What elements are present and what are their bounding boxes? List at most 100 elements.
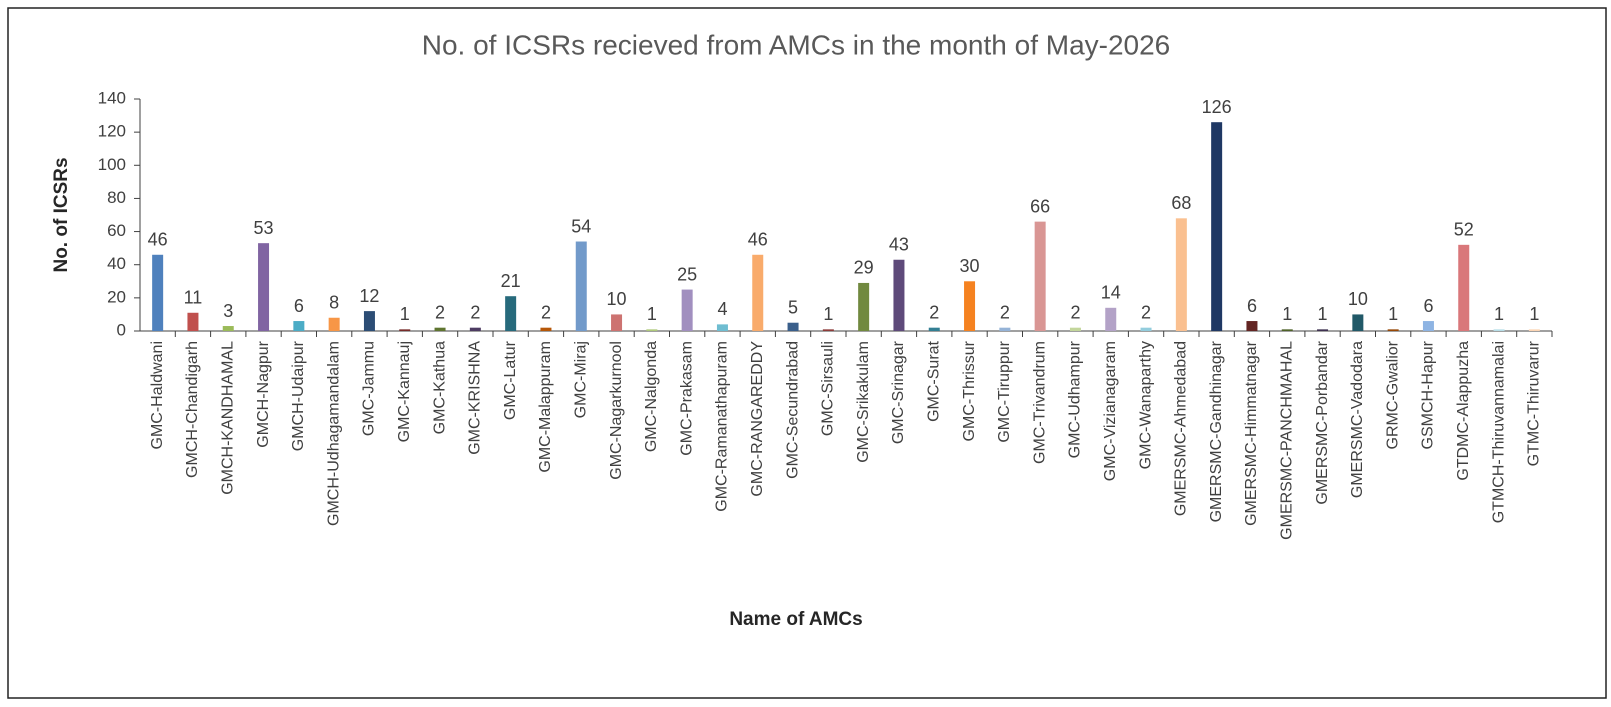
data-label: 1 (823, 304, 833, 324)
data-label: 6 (1247, 296, 1257, 316)
data-label: 1 (1318, 304, 1328, 324)
data-label: 10 (607, 289, 627, 309)
x-tick-label: GMC-Thrissur (961, 340, 978, 441)
data-label: 29 (854, 258, 874, 278)
bar (1528, 329, 1540, 331)
data-label: 1 (647, 304, 657, 324)
data-label: 66 (1030, 196, 1050, 216)
x-tick-label: GMERSMC-Gandhinagar (1208, 340, 1225, 522)
x-tick-label: GMCH-Udhagamandalam (325, 341, 342, 526)
x-tick-label: GMERSMC-Himmatnagar (1243, 340, 1260, 526)
x-tick-label: GTDMC-Alappuzha (1455, 341, 1472, 481)
data-label: 52 (1454, 220, 1474, 240)
bar (752, 254, 764, 331)
x-tick-label: GMC-Kannauj (396, 341, 413, 442)
x-tick-label: GMC-RANGAREDDY (749, 341, 766, 497)
data-label: 126 (1202, 97, 1232, 117)
bar (1422, 321, 1434, 331)
x-tick-label: GMERSMC-Porbandar (1314, 340, 1331, 504)
bar (258, 243, 270, 331)
data-label: 6 (1423, 296, 1433, 316)
data-label: 1 (1388, 304, 1398, 324)
bar (1211, 122, 1223, 331)
data-label: 6 (294, 296, 304, 316)
bar (646, 329, 658, 331)
data-label: 11 (184, 288, 203, 308)
data-label: 2 (470, 302, 480, 322)
x-tick-label: GMCH-Nagpur (255, 340, 272, 447)
x-tick-label: GMC-Secundrabad (784, 341, 801, 479)
data-label: 4 (717, 299, 727, 319)
x-tick-label: GMC-Vizianagaram (1102, 341, 1119, 481)
x-tick-label: GMC-Srinagar (890, 340, 907, 444)
bar (1069, 327, 1081, 331)
y-tick-label: 0 (117, 320, 126, 339)
data-label: 1 (1494, 304, 1504, 324)
bar (1317, 329, 1329, 331)
x-tick-label: GSMCH-Hapur (1420, 340, 1437, 449)
data-label: 12 (359, 286, 379, 306)
bar (1105, 307, 1117, 331)
data-label: 1 (1529, 304, 1539, 324)
x-tick-label: GMC-Wanaparthy (1137, 341, 1154, 469)
y-tick-label: 80 (107, 188, 126, 207)
data-label: 46 (748, 230, 768, 250)
bar (1281, 329, 1293, 331)
data-label: 1 (1282, 304, 1292, 324)
x-tick-label: GTMCH-Thiruvannamalai (1490, 341, 1507, 523)
x-tick-label: GMC-Nagarkurnool (608, 341, 625, 480)
data-label: 1 (400, 304, 410, 324)
x-tick-label: GMC-Srikakulam (855, 341, 872, 463)
x-tick-label: GMERSMC-PANCHMAHAL (1278, 341, 1295, 540)
data-label: 2 (435, 302, 445, 322)
x-tick-label: GMC-Ramanathapuram (714, 341, 731, 512)
bar (434, 327, 446, 331)
bar (611, 314, 623, 331)
x-tick-label: GMC-Udhampur (1067, 340, 1084, 458)
y-tick-label: 100 (98, 155, 126, 174)
chart-title: No. of ICSRs recieved from AMCs in the m… (422, 29, 1171, 60)
bar (1246, 321, 1258, 331)
data-label: 2 (541, 302, 551, 322)
bar (399, 329, 411, 331)
x-tick-label: GMERSMC-Ahmedabad (1173, 341, 1190, 516)
y-tick-label: 20 (107, 287, 126, 306)
data-label: 14 (1101, 283, 1121, 303)
data-label: 53 (254, 218, 274, 238)
y-tick-label: 60 (107, 221, 126, 240)
bar (1352, 314, 1364, 331)
x-tick-label: GMC-Jammu (361, 341, 378, 436)
bar (575, 241, 587, 331)
bar (1387, 329, 1399, 331)
x-tick-label: GMC-Haldwani (149, 341, 166, 449)
x-tick-label: GMCH-Chandigarh (184, 341, 201, 478)
bar (999, 327, 1011, 331)
data-label: 21 (501, 271, 521, 291)
bar (469, 327, 481, 331)
bar (964, 281, 976, 331)
bar (1175, 218, 1187, 331)
bar (187, 312, 199, 331)
data-label: 8 (329, 292, 339, 312)
x-tick-label: GMC-Sirsauli (820, 341, 837, 436)
bar (716, 324, 728, 331)
x-tick-label: GRMC-Gwalior (1384, 340, 1401, 449)
x-tick-label: GMC-Tiruppur (996, 340, 1013, 442)
chart-border (7, 7, 1607, 699)
bar (328, 317, 340, 331)
x-tick-label: GMC-Surat (925, 340, 942, 421)
bar (858, 282, 870, 331)
x-tick-label: GMC-KRISHNA (467, 341, 484, 455)
bar (363, 311, 375, 331)
data-label: 30 (960, 256, 980, 276)
bar (540, 327, 552, 331)
x-tick-label: GMC-Latur (502, 340, 519, 420)
data-label: 2 (1141, 302, 1151, 322)
bar (222, 326, 234, 331)
data-label: 10 (1348, 289, 1368, 309)
x-tick-label: GMC-Prakasam (678, 341, 695, 456)
x-tick-label: GTMC-Thiruvarur (1526, 340, 1543, 466)
bar (505, 296, 517, 331)
x-tick-label: GMC-Nalgonda (643, 341, 660, 452)
